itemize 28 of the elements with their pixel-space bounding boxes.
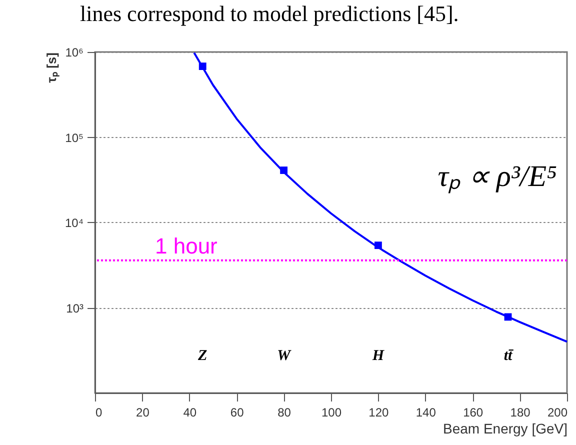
annotation: τₚ ∝ ρ³/E⁵ <box>438 160 557 194</box>
text: lines correspond to model predictions [45]. <box>80 1 459 26</box>
y-tick-label: 10⁶ <box>65 46 84 60</box>
y-tick-label: 10⁴ <box>64 216 84 230</box>
x-tick-label: 60 <box>230 406 244 420</box>
y-tick-label: 10⁵ <box>65 130 84 145</box>
x-tick-label: 40 <box>183 406 197 420</box>
point <box>198 62 206 70</box>
point <box>374 242 382 250</box>
x-tick-label: 200 <box>547 406 568 420</box>
point <box>280 166 288 174</box>
y-tick-label: 10³ <box>66 301 84 316</box>
x-tick-label: 0 <box>96 406 102 420</box>
x-axis-title: Beam Energy [GeV] <box>442 420 568 436</box>
annotation: W <box>277 348 292 364</box>
annotation: tt̄ <box>504 348 514 364</box>
annotation: H <box>371 348 386 364</box>
x-tick-label: 160 <box>463 406 484 420</box>
x-tick-label: 80 <box>278 406 292 420</box>
x-tick-label: 20 <box>136 406 150 420</box>
point <box>504 313 512 321</box>
ref-line-label: 1 hour <box>155 233 218 258</box>
x-tick-label: 180 <box>510 406 531 420</box>
x-tick-label: 120 <box>368 406 390 420</box>
annotation: Z <box>197 348 208 364</box>
y-axis-title: τₚ [s] <box>44 52 60 83</box>
x-tick-label: 100 <box>321 406 342 420</box>
x-tick-label: 140 <box>416 406 436 420</box>
